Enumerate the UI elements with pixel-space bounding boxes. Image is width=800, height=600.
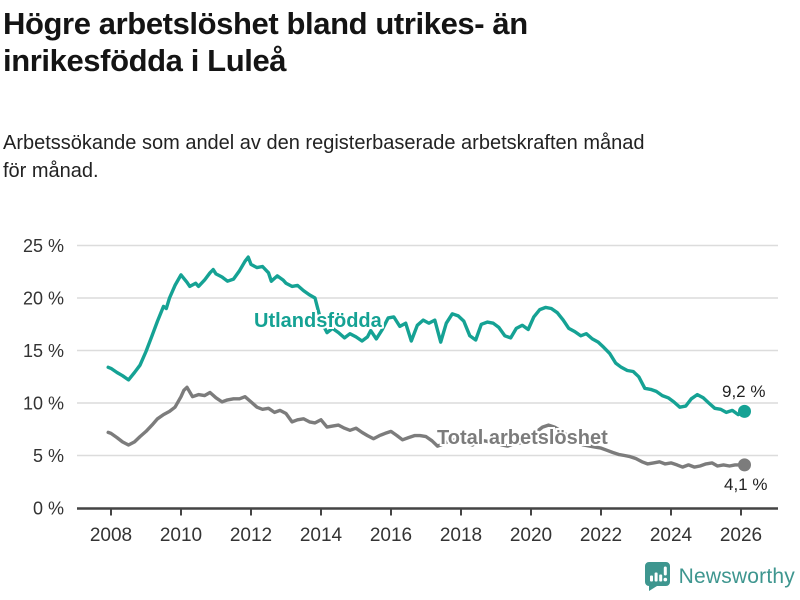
series-utlandsf-dda: Utlandsfödda 9,2 % <box>106 255 765 418</box>
x-tick-label: 2022 <box>580 525 622 546</box>
bar-2 <box>654 572 658 582</box>
exclamation-bar <box>663 566 667 576</box>
x-tick-label: 2016 <box>370 525 412 546</box>
utlandsf-dda-end-dot <box>738 404 751 418</box>
newsworthy-logo-text: Newsworthy <box>678 564 795 588</box>
bar-1 <box>649 575 653 582</box>
x-tick-label: 2010 <box>160 525 202 546</box>
utlandsf-dda-line <box>106 255 747 417</box>
chart-subtitle: Arbetssökande som andel av den registerb… <box>3 129 645 185</box>
chart-title: Högre arbetslöshet bland utrikes- än inr… <box>3 5 528 79</box>
x-tick-label: 2026 <box>720 525 762 546</box>
x-tick-label: 2018 <box>440 525 482 546</box>
bar-3 <box>658 574 662 582</box>
series-total-arbetsl-shet: Total arbetslöshet 4,1 % <box>106 385 767 494</box>
y-tick-label: 25 % <box>23 236 64 256</box>
exclamation-dot <box>663 577 667 582</box>
x-tick-label: 2024 <box>650 525 693 546</box>
chart-title-line-1: Högre arbetslöshet bland utrikes- än <box>3 6 528 41</box>
x-axis: 2008 2010 2012 2014 2016 2018 2020 2022 2024 2026 <box>77 507 778 546</box>
x-tick-label: 2020 <box>510 525 552 546</box>
gridlines <box>77 244 778 457</box>
newsworthy-logo[interactable]: Newsworthy <box>644 562 795 591</box>
newsworthy-speech-bubble-bar-chart-icon <box>644 562 670 591</box>
total-arbetsl-shet-end-value-label: 4,1 % <box>724 475 767 494</box>
x-tick-label: 2012 <box>230 525 272 546</box>
x-tick-label: 2014 <box>300 525 343 546</box>
chart-title-line-2: inrikesfödda i Luleå <box>3 43 287 78</box>
y-tick-label: 10 % <box>23 394 64 414</box>
chart-subtitle-line-2: för månad. <box>3 160 99 182</box>
total-arbetsl-shet-line <box>106 385 747 469</box>
y-axis-labels: 0 % 5 % 10 % 15 % 20 % 25 % <box>23 236 64 519</box>
x-tick-label: 2008 <box>90 525 132 546</box>
total-arbetsl-shet-series-label: Total arbetslöshet <box>437 427 608 449</box>
y-tick-label: 0 % <box>33 499 64 519</box>
chart-subtitle-line-1: Arbetssökande som andel av den registerb… <box>3 132 645 154</box>
utlandsf-dda-end-value-label: 9,2 % <box>722 382 765 401</box>
y-tick-label: 20 % <box>23 289 64 309</box>
total-arbetsl-shet-end-dot <box>738 458 751 472</box>
utlandsf-dda-series-label: Utlandsfödda <box>254 310 383 332</box>
y-tick-label: 5 % <box>33 446 64 466</box>
y-tick-label: 15 % <box>23 341 64 361</box>
